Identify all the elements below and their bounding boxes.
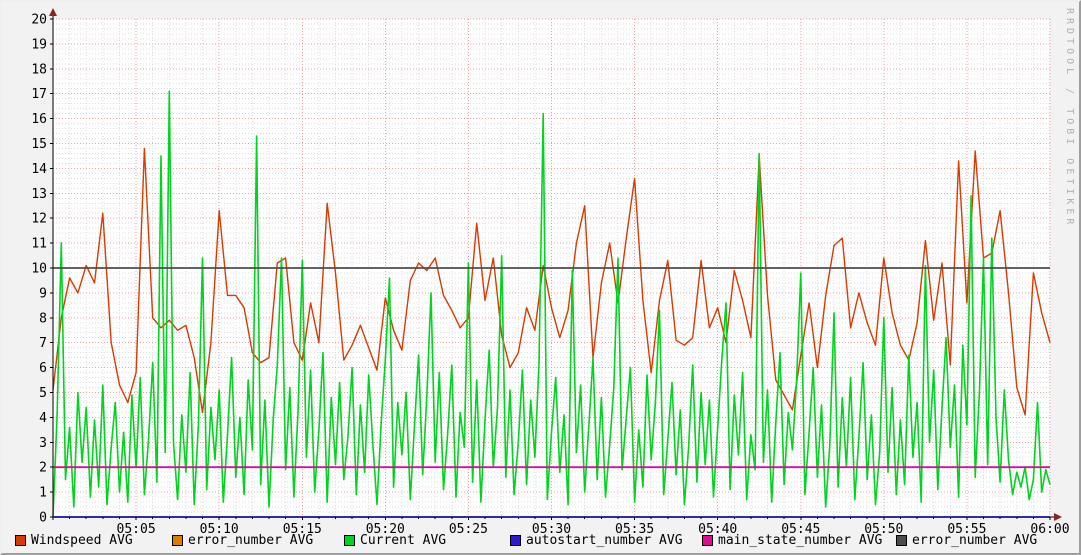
- windspeed-swatch: [15, 534, 26, 546]
- y-tick-label: 19: [31, 37, 47, 52]
- y-tick-label: 15: [31, 137, 47, 152]
- y-tick-label: 16: [31, 112, 47, 127]
- legend-item-autostart-number: autostart_number AVG: [510, 532, 683, 548]
- y-tick-label: 12: [31, 212, 47, 227]
- x-axis-arrow: [1054, 513, 1062, 521]
- series-windspeed-avg: [52, 147, 1051, 416]
- legend-item-error-number-2: error_number AVG: [896, 532, 1038, 548]
- legend-item-main-state-number: main_state_number AVG: [702, 532, 883, 548]
- y-tick-label: 20: [31, 13, 47, 28]
- series-current-avg: [52, 90, 1051, 518]
- x-tick-label: 05:30: [532, 522, 571, 537]
- y-tick-label: 7: [39, 336, 47, 351]
- legend-item-error-number: error_number AVG: [172, 532, 314, 548]
- y-tick-label: 3: [39, 436, 47, 451]
- legend-item-current: Current AVG: [344, 532, 447, 548]
- autostart-number-swatch: [510, 534, 521, 546]
- x-tick-label: 05:50: [864, 522, 903, 537]
- x-tick-label: 05:10: [200, 522, 239, 537]
- y-tick-label: 10: [31, 262, 47, 277]
- x-tick-label: 05:05: [117, 522, 156, 537]
- x-tick-label: 05:35: [615, 522, 654, 537]
- x-tick-label: 05:25: [449, 522, 488, 537]
- y-tick-label: 18: [31, 62, 47, 77]
- legend-label: error_number AVG: [912, 532, 1038, 548]
- x-tick-label: 05:55: [947, 522, 986, 537]
- main-state-number-swatch: [702, 534, 713, 546]
- rrdtool-watermark: RRDTOOL / TOBI OETIKER: [1064, 8, 1075, 229]
- error-number-swatch: [172, 534, 183, 546]
- y-tick-label: 8: [39, 311, 47, 326]
- legend-item-windspeed: Windspeed AVG: [15, 532, 133, 548]
- legend-label: autostart_number AVG: [526, 532, 683, 548]
- y-tick-label: 4: [39, 411, 47, 426]
- x-tick-label: 05:45: [781, 522, 820, 537]
- y-tick-label: 5: [39, 386, 47, 401]
- legend-label: main_state_number AVG: [718, 532, 883, 548]
- y-tick-label: 2: [39, 461, 47, 476]
- y-tick-label: 17: [31, 87, 47, 102]
- error-number-2-swatch: [896, 534, 907, 546]
- axis-ticks: [50, 18, 1051, 520]
- legend-label: Current AVG: [360, 532, 447, 548]
- y-tick-label: 6: [39, 361, 47, 376]
- x-tick-label: 06:00: [1030, 522, 1069, 537]
- y-tick-label: 13: [31, 187, 47, 202]
- x-tick-label: 05:40: [698, 522, 737, 537]
- x-tick-label: 05:15: [283, 522, 322, 537]
- y-tick-label: 9: [39, 286, 47, 301]
- y-tick-label: 1: [39, 486, 47, 501]
- y-axis-arrow: [49, 8, 57, 16]
- legend-label: error_number AVG: [188, 532, 314, 548]
- y-tick-label: 11: [31, 237, 47, 252]
- current-swatch: [344, 534, 355, 546]
- y-tick-label: 14: [31, 162, 47, 177]
- y-tick-label: 0: [39, 511, 47, 526]
- legend-label: Windspeed AVG: [31, 532, 133, 548]
- x-tick-label: 05:20: [366, 522, 405, 537]
